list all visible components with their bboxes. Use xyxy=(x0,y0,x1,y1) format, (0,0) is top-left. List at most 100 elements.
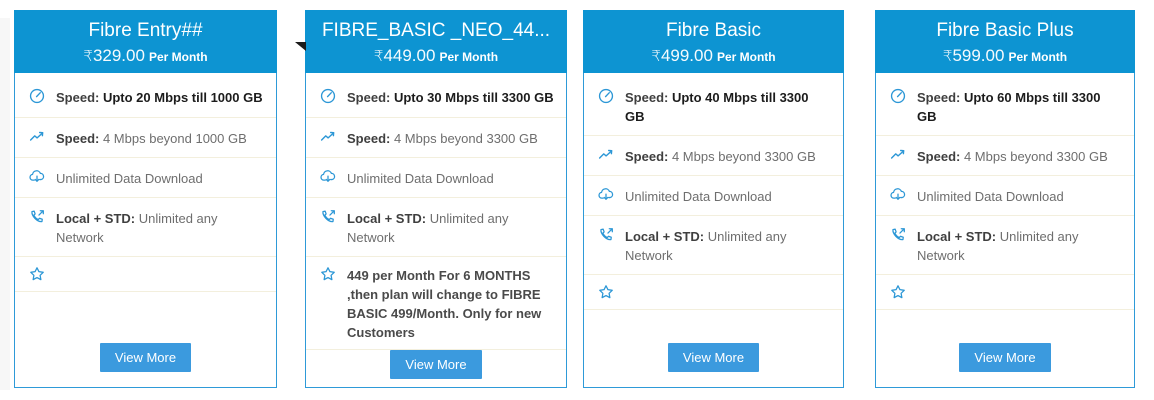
feature-label: Local + STD: xyxy=(347,211,427,226)
feature-value: Upto 30 Mbps till 3300 GB xyxy=(393,90,554,105)
feature-list: Speed: Upto 40 Mbps till 3300 GB Speed: … xyxy=(584,73,843,310)
feature-row: Speed: 4 Mbps beyond 3300 GB xyxy=(584,136,843,176)
feature-label: Local + STD: xyxy=(917,229,997,244)
feature-row: Local + STD: Unlimited any Network xyxy=(876,216,1134,275)
feature-value: 449 per Month For 6 MONTHS ,then plan wi… xyxy=(347,268,542,340)
feature-row: Speed: Upto 40 Mbps till 3300 GB xyxy=(584,73,843,136)
feature-value: Unlimited any Network xyxy=(917,229,1079,263)
plan-price: ₹499.00 Per Month xyxy=(583,46,844,66)
feature-value: Unlimited Data Download xyxy=(917,189,1064,204)
feature-list: Speed: Upto 20 Mbps till 1000 GB Speed: … xyxy=(15,73,276,292)
feature-value: Upto 60 Mbps till 3300 GB xyxy=(917,90,1101,124)
plan-header: Fibre Basic ₹499.00 Per Month xyxy=(583,10,844,73)
feature-label: Speed: xyxy=(56,131,100,146)
plan-title: Fibre Entry## xyxy=(88,20,203,41)
view-more-button[interactable]: View More xyxy=(959,343,1051,372)
feature-row: Speed: 4 Mbps beyond 3300 GB xyxy=(876,136,1134,176)
button-area: View More xyxy=(876,343,1134,387)
feature-value: Unlimited Data Download xyxy=(347,171,494,186)
feature-value: 4 Mbps beyond 3300 GB xyxy=(671,149,816,164)
star-icon xyxy=(597,283,616,302)
feature-row: Unlimited Data Download xyxy=(15,158,276,198)
cloud-download-icon xyxy=(889,186,908,205)
page-left-gutter xyxy=(0,18,10,390)
feature-value: Unlimited Data Download xyxy=(56,171,203,186)
feature-label: Speed: xyxy=(917,90,961,105)
price-period: Per Month xyxy=(716,50,776,64)
plan-price: ₹449.00 Per Month xyxy=(305,46,567,66)
price-period: Per Month xyxy=(148,50,208,64)
button-area: View More xyxy=(306,350,566,394)
speedometer-icon xyxy=(597,87,616,106)
feature-row: Speed: Upto 20 Mbps till 1000 GB xyxy=(15,73,276,118)
plan-header: Fibre Entry## ₹329.00 Per Month xyxy=(14,10,277,73)
feature-value: 4 Mbps beyond 3300 GB xyxy=(963,149,1108,164)
plan-title: FIBRE_BASIC _NEO_44... xyxy=(321,20,551,41)
feature-value: Upto 40 Mbps till 3300 GB xyxy=(625,90,809,124)
price-period: Per Month xyxy=(439,50,499,64)
feature-row xyxy=(876,275,1134,310)
plan-price: ₹599.00 Per Month xyxy=(875,46,1135,66)
price-amount: 449.00 xyxy=(383,46,436,65)
feature-value: Unlimited any Network xyxy=(347,211,509,245)
feature-label: Local + STD: xyxy=(625,229,705,244)
star-icon xyxy=(889,283,908,302)
price-amount: 329.00 xyxy=(92,46,145,65)
feature-value: Unlimited any Network xyxy=(56,211,218,245)
feature-label: Speed: xyxy=(56,90,100,105)
plan-card: Fibre Entry## ₹329.00 Per Month Speed: Up… xyxy=(14,10,277,388)
phone-outgoing-icon xyxy=(28,208,47,227)
feature-list: Speed: Upto 60 Mbps till 3300 GB Speed: … xyxy=(876,73,1134,310)
plan-card: Fibre Basic ₹499.00 Per Month Speed: Upto… xyxy=(583,10,844,388)
feature-label: Local + STD: xyxy=(56,211,136,226)
feature-row: Local + STD: Unlimited any Network xyxy=(15,198,276,257)
feature-row: Unlimited Data Download xyxy=(876,176,1134,216)
feature-row: Speed: 4 Mbps beyond 3300 GB xyxy=(306,118,566,158)
feature-label: Speed: xyxy=(347,90,391,105)
feature-row xyxy=(584,275,843,310)
plan-card: Fibre Basic Plus ₹599.00 Per Month Speed:… xyxy=(875,10,1135,388)
feature-row: Unlimited Data Download xyxy=(306,158,566,198)
phone-outgoing-icon xyxy=(889,226,908,245)
speedometer-icon xyxy=(319,87,338,106)
trend-line-icon xyxy=(28,128,47,147)
feature-row: Speed: 4 Mbps beyond 1000 GB xyxy=(15,118,276,158)
button-area: View More xyxy=(584,343,843,387)
feature-label: Speed: xyxy=(347,131,391,146)
rupee-symbol: ₹ xyxy=(373,47,384,65)
speedometer-icon xyxy=(28,87,47,106)
star-icon xyxy=(28,265,47,284)
view-more-button[interactable]: View More xyxy=(99,343,192,372)
cloud-download-icon xyxy=(28,168,47,187)
plan-header: Fibre Basic Plus ₹599.00 Per Month xyxy=(875,10,1135,73)
feature-row: Speed: Upto 60 Mbps till 3300 GB xyxy=(876,73,1134,136)
button-area: View More xyxy=(15,343,276,387)
phone-outgoing-icon xyxy=(319,208,338,227)
star-icon xyxy=(319,265,338,284)
trend-line-icon xyxy=(889,146,908,165)
view-more-button[interactable]: View More xyxy=(667,343,760,372)
feature-value: 4 Mbps beyond 3300 GB xyxy=(393,131,538,146)
feature-value: Unlimited Data Download xyxy=(625,189,772,204)
plan-price: ₹329.00 Per Month xyxy=(14,46,277,66)
cloud-download-icon xyxy=(597,186,616,205)
speedometer-icon xyxy=(889,87,908,106)
rupee-symbol: ₹ xyxy=(83,47,93,65)
feature-label: Speed: xyxy=(625,90,669,105)
trend-line-icon xyxy=(597,146,616,165)
plan-title: Fibre Basic xyxy=(665,20,762,41)
feature-label: Speed: xyxy=(917,149,961,164)
trend-line-icon xyxy=(319,128,338,147)
feature-value: Unlimited any Network xyxy=(625,229,787,263)
feature-value: 4 Mbps beyond 1000 GB xyxy=(102,131,247,146)
phone-outgoing-icon xyxy=(597,226,616,245)
plan-title: Fibre Basic Plus xyxy=(936,20,1074,41)
plan-header: FIBRE_BASIC _NEO_44... ₹449.00 Per Month xyxy=(305,10,567,73)
feature-value: Upto 20 Mbps till 1000 GB xyxy=(102,90,263,105)
view-more-button[interactable]: View More xyxy=(390,350,482,379)
feature-row: 449 per Month For 6 MONTHS ,then plan wi… xyxy=(306,257,566,350)
price-amount: 599.00 xyxy=(952,46,1005,65)
feature-list: Speed: Upto 30 Mbps till 3300 GB Speed: … xyxy=(306,73,566,350)
